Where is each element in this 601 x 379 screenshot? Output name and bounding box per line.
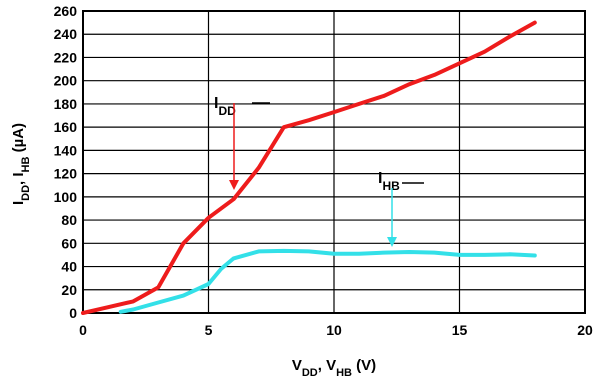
y-tick-label: 60 [61,235,77,251]
y-tick-label: 40 [61,259,77,275]
x-tick-label: 5 [205,322,213,338]
series-label-ihb: IHB [378,170,400,193]
series-annotations: IDD IHB [214,95,424,247]
y-tick-label: 100 [54,189,78,205]
y-tick-label: 260 [54,3,78,19]
y-tick-label: 80 [61,212,77,228]
x-axis-label: VDD, VHB (V) [292,357,376,379]
x-tick-label: 0 [79,322,87,338]
y-tick-label: 120 [54,166,78,182]
x-tick-label: 15 [452,322,468,338]
series-layer [81,20,537,315]
tick-labels: 0 20 40 60 80 100 120 140 160 180 200 220 240 260 0 5 10… [54,3,593,338]
y-tick-label: 240 [54,26,78,42]
series-label-idd: IDD [214,95,236,118]
grid [82,10,586,314]
label-arrow-head [229,180,239,190]
label-arrow-head [387,237,397,247]
y-tick-label: 0 [69,305,77,321]
plot-frame [82,10,586,314]
y-axis-label: IDD, IHB (µA) [10,123,32,205]
series-line-idd [81,20,537,315]
y-tick-label: 160 [54,119,78,135]
x-tick-label: 20 [577,322,593,338]
series-line-ihb [118,248,537,314]
y-tick-label: 180 [54,96,78,112]
x-tick-label: 10 [326,322,342,338]
y-tick-label: 20 [61,282,77,298]
y-tick-label: 140 [54,142,78,158]
y-tick-label: 220 [54,49,78,65]
y-tick-label: 200 [54,73,78,89]
